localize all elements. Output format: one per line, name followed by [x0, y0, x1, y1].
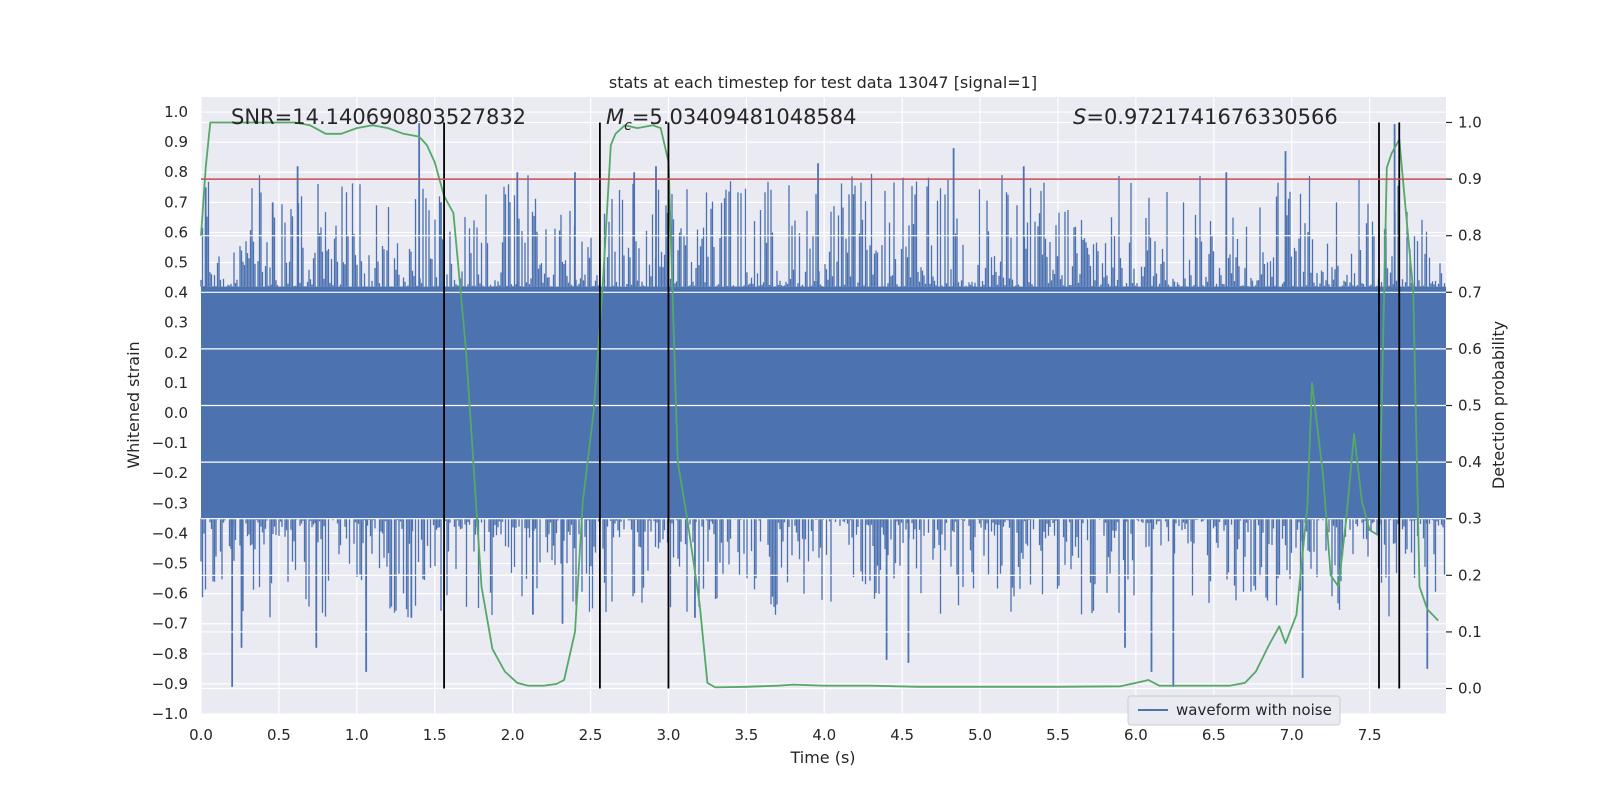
y-axis-title: Whitened strain — [124, 341, 143, 468]
y-tick-label: −1.0 — [152, 705, 188, 723]
y-tick-label: −0.5 — [152, 555, 188, 573]
x-tick-label: 4.0 — [812, 726, 836, 744]
y-tick-label: −0.4 — [152, 524, 188, 542]
x-tick-label: 0.5 — [267, 726, 291, 744]
y-tick-label: 0.7 — [164, 193, 188, 211]
y-tick-label: 0.9 — [164, 133, 188, 151]
x-tick-label: 0.0 — [189, 726, 213, 744]
waveform-core — [201, 286, 1446, 519]
probability-line — [200, 121, 1439, 689]
legend: waveform with noise — [1127, 695, 1341, 726]
y-tick-label: −0.1 — [152, 434, 188, 452]
y2-tick-label: 0.9 — [1458, 170, 1482, 188]
y2-tick-label: 0.6 — [1458, 340, 1482, 358]
y2-tick-label: 0.4 — [1458, 453, 1482, 471]
x-axis-title: Time (s) — [789, 748, 855, 767]
legend-label-waveform: waveform with noise — [1176, 701, 1332, 719]
y-tick-label: −0.7 — [152, 615, 188, 633]
chart-title: stats at each timestep for test data 130… — [609, 73, 1037, 92]
x-tick-label: 7.5 — [1358, 726, 1382, 744]
y2-tick-label: 1.0 — [1458, 113, 1482, 131]
y2-tick-label: 0.7 — [1458, 283, 1482, 301]
legend-box — [1127, 695, 1341, 726]
waveform-upper-fringe — [200, 173, 1446, 287]
vertical-lines-layer — [443, 122, 1401, 689]
y-tick-label: 0.0 — [164, 404, 188, 422]
x-tick-label: 6.0 — [1124, 726, 1148, 744]
y2-tick-labels: 0.0 0.1 0.2 0.3 0.4 0.5 0.6 0.7 0.8 0.9 1.0 — [1446, 113, 1482, 698]
x-tick-label: 5.5 — [1046, 726, 1070, 744]
x-tick-labels: 0.0 0.5 1.0 1.5 2.0 2.5 3.0 3.5 4.0 4.5 5.0 5.5 6.0 6… — [189, 726, 1382, 744]
y-tick-label: −0.2 — [152, 464, 188, 482]
y2-tick-label: 0.0 — [1458, 680, 1482, 698]
snr-annotation: SNR=14.140690803527832 — [231, 105, 526, 129]
x-tick-label: 2.5 — [579, 726, 603, 744]
y-tick-label: −0.9 — [152, 675, 188, 693]
x-tick-label: 2.0 — [501, 726, 525, 744]
y-tick-label: 0.3 — [164, 314, 188, 332]
x-tick-label: 1.5 — [423, 726, 447, 744]
y2-tick-label: 0.2 — [1458, 566, 1482, 584]
y2-tick-label: 0.5 — [1458, 397, 1482, 415]
x-tick-label: 5.0 — [968, 726, 992, 744]
y2-axis-title: Detection probability — [1489, 321, 1508, 489]
waveform-layer — [200, 173, 1446, 618]
y2-tick-label: 0.3 — [1458, 510, 1482, 528]
x-tick-label: 6.5 — [1202, 726, 1226, 744]
y-tick-label: 0.4 — [164, 284, 188, 302]
y-tick-label: 0.5 — [164, 254, 188, 272]
chirp-mass-annotation: Mc=5.03409481048584 — [606, 105, 857, 134]
y-tick-label: −0.8 — [152, 645, 188, 663]
y-tick-label: 0.1 — [164, 374, 188, 392]
probability-layer — [200, 121, 1439, 689]
x-tick-label: 3.0 — [657, 726, 681, 744]
x-tick-label: 1.0 — [345, 726, 369, 744]
y2-tick-label: 0.8 — [1458, 227, 1482, 245]
s-annotation: S=0.9721741676330566 — [1073, 105, 1338, 129]
y-tick-label: 0.2 — [164, 344, 188, 362]
y-tick-labels: −1.0 −0.9 −0.8 −0.7 −0.6 −0.5 −0.4 −0.3 −0.2 −0.1… — [152, 103, 188, 723]
x-tick-label: 4.5 — [890, 726, 914, 744]
x-tick-label: 3.5 — [734, 726, 758, 744]
y-tick-label: 1.0 — [164, 103, 188, 121]
y-tick-label: −0.6 — [152, 585, 188, 603]
y2-tick-label: 0.1 — [1458, 623, 1482, 641]
x-tick-label: 7.0 — [1280, 726, 1304, 744]
y-tick-label: −0.3 — [152, 494, 188, 512]
y-tick-label: 0.8 — [164, 163, 188, 181]
y-tick-label: 0.6 — [164, 223, 188, 241]
